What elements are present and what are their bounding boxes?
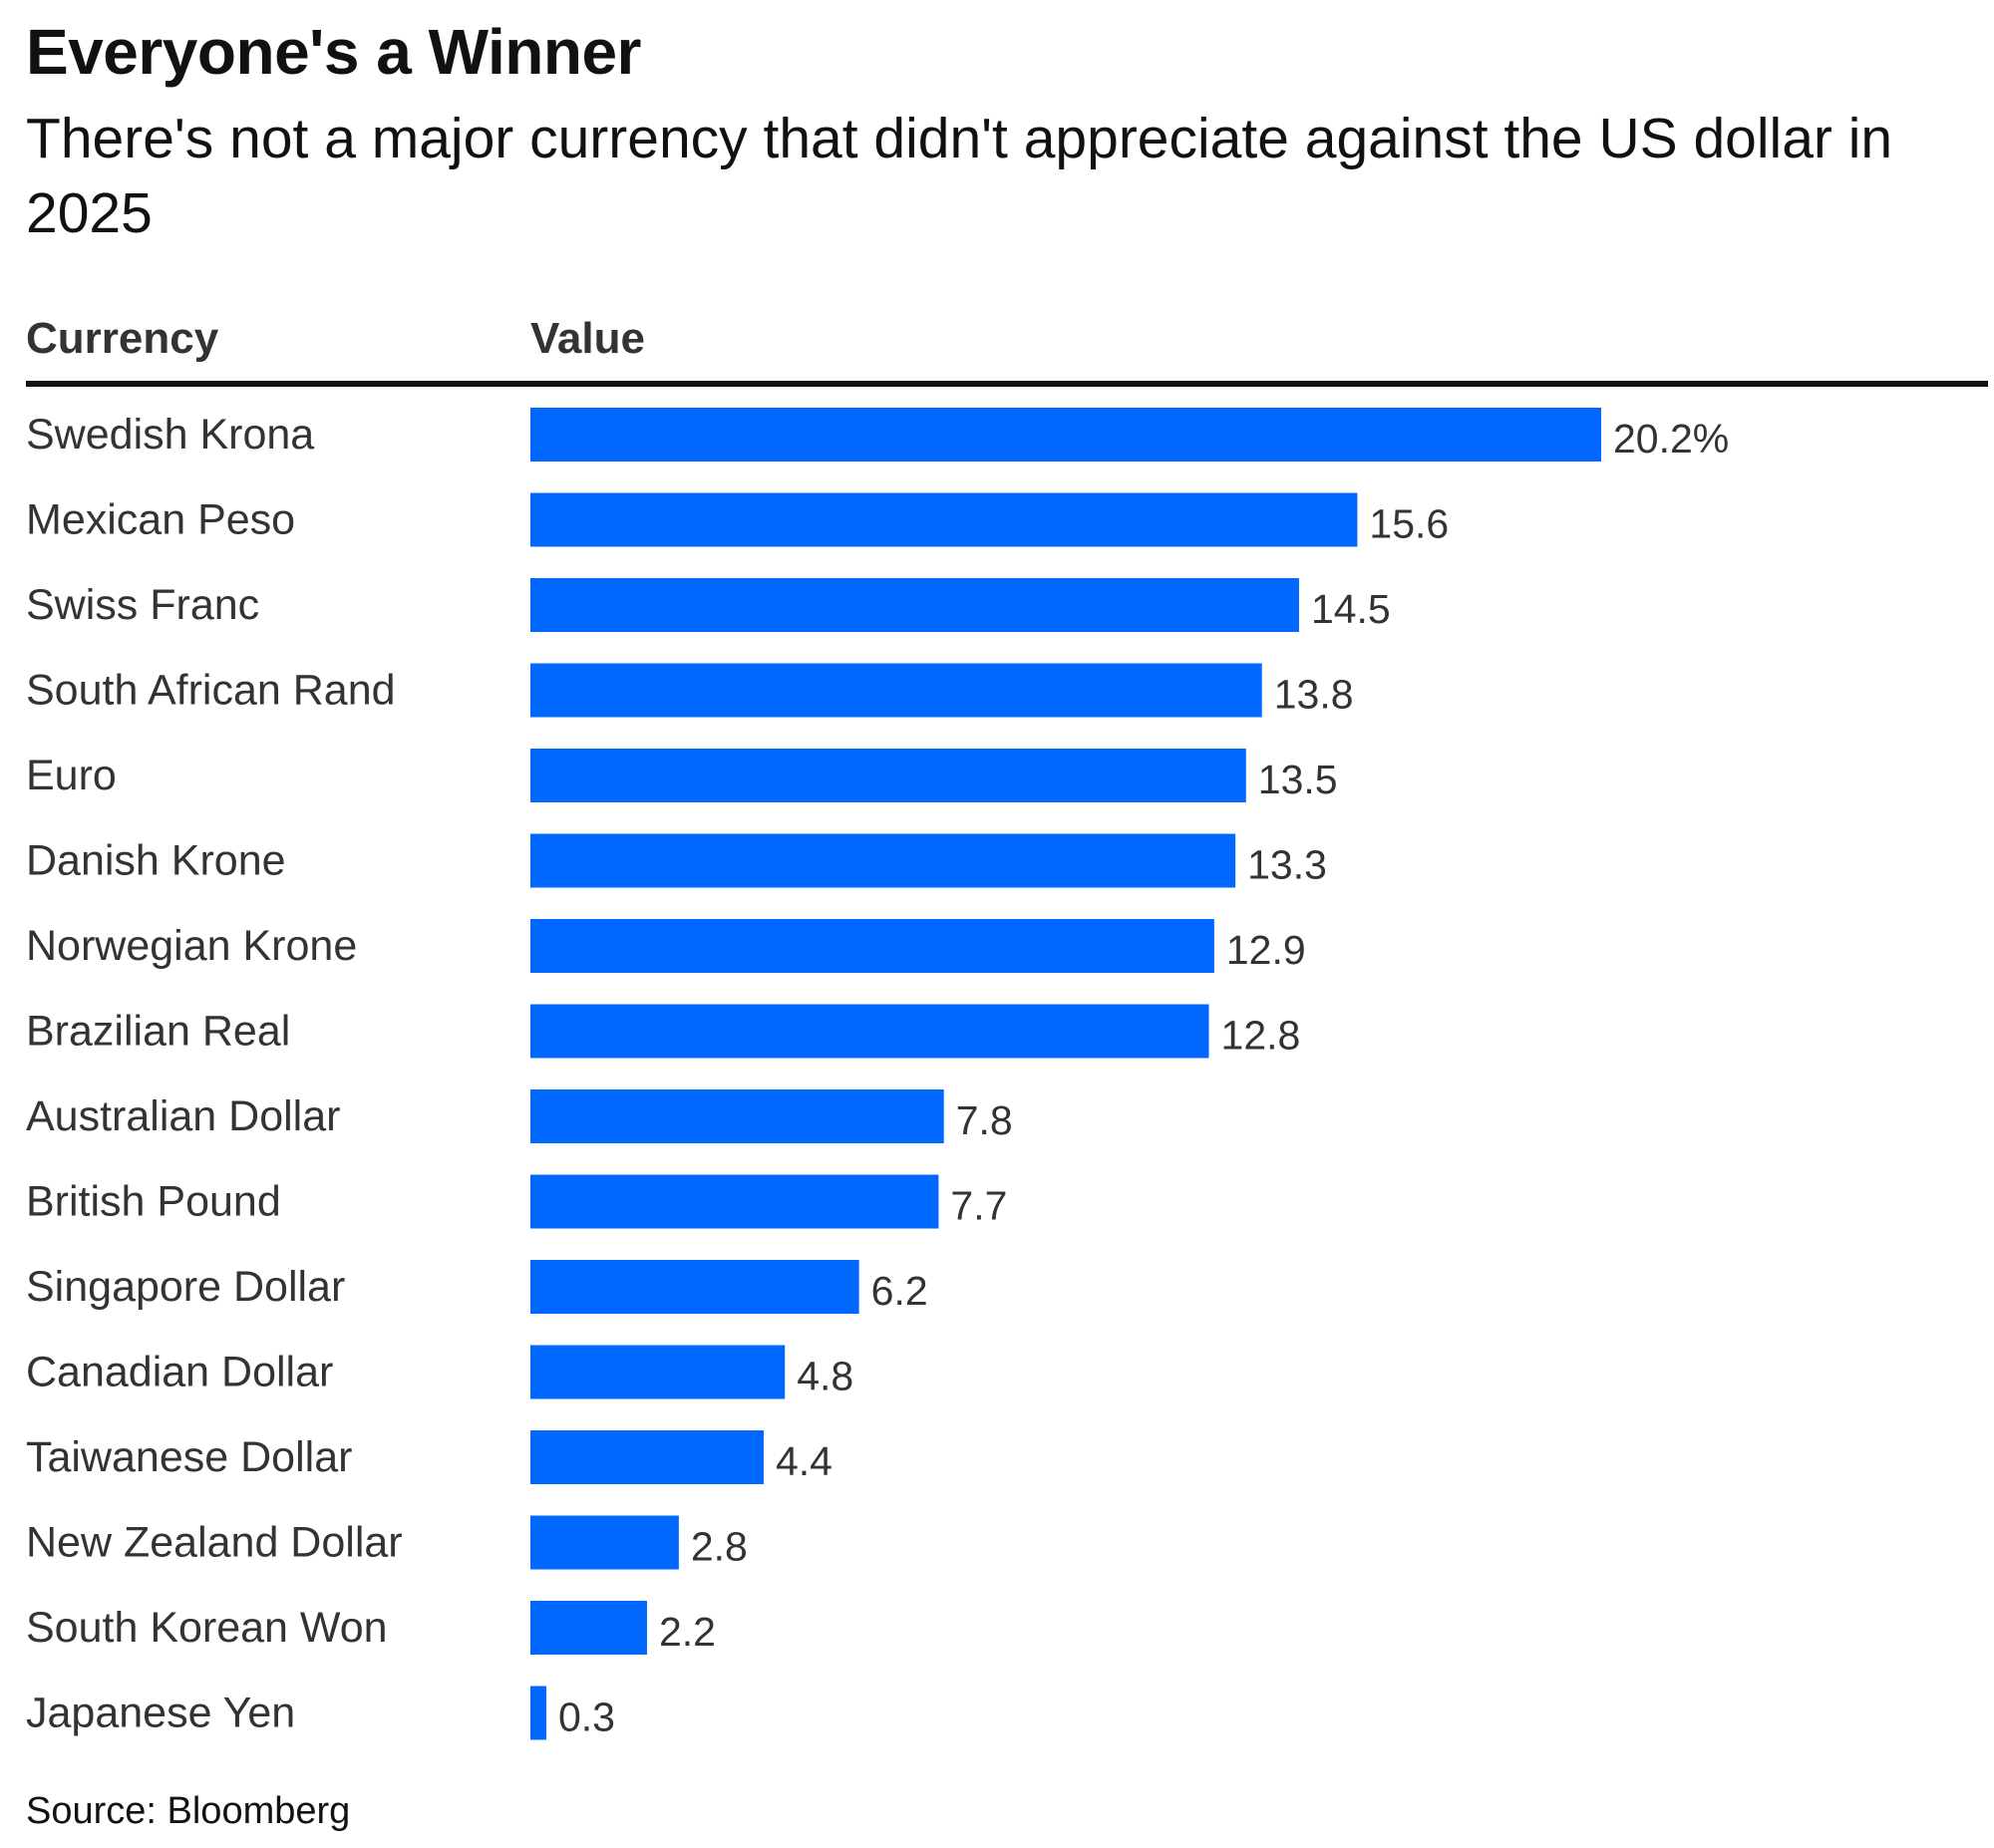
bar [530, 1686, 546, 1740]
value-label: 4.8 [797, 1354, 853, 1399]
column-header-value: Value [530, 314, 645, 363]
category-label: British Pound [26, 1178, 281, 1226]
value-label: 12.9 [1226, 927, 1306, 973]
bar [530, 919, 1214, 973]
value-label: 0.3 [558, 1694, 615, 1740]
category-label: Mexican Peso [26, 496, 295, 544]
category-label: Danish Krone [26, 837, 286, 885]
value-label: 15.6 [1369, 501, 1449, 547]
category-label: South African Rand [26, 667, 396, 715]
value-label: 4.4 [776, 1438, 832, 1484]
value-label: 13.3 [1247, 842, 1327, 888]
value-label: 13.8 [1274, 672, 1354, 718]
category-label: Brazilian Real [26, 1008, 290, 1056]
category-label: Australian Dollar [26, 1092, 340, 1140]
bar-chart: Swedish Krona 20.2% Mexican Peso 15.6 Swiss … [26, 408, 1729, 1740]
bar [530, 578, 1299, 632]
category-label: Euro [26, 752, 117, 799]
value-label: 7.7 [950, 1183, 1007, 1229]
category-label: Japanese Yen [26, 1690, 295, 1737]
bar [530, 1004, 1209, 1059]
category-label: Singapore Dollar [26, 1263, 345, 1311]
value-label: 20.2% [1613, 416, 1729, 462]
chart-title: Everyone's a Winner [26, 16, 641, 88]
bar [530, 492, 1358, 547]
source-note: Source: Bloomberg [26, 1790, 351, 1832]
bar [530, 1430, 764, 1484]
value-label: 2.8 [691, 1524, 748, 1570]
category-label: Swiss Franc [26, 581, 259, 629]
bar [530, 408, 1601, 462]
category-label: New Zealand Dollar [26, 1519, 403, 1567]
value-label: 12.8 [1221, 1013, 1301, 1059]
category-label: South Korean Won [26, 1604, 388, 1652]
category-label: Taiwanese Dollar [26, 1433, 352, 1481]
chart-subtitle: There's not a major currency that didn't… [26, 107, 1893, 245]
category-label: Canadian Dollar [26, 1349, 333, 1396]
value-label: 14.5 [1311, 586, 1391, 632]
value-label: 13.5 [1258, 757, 1338, 802]
bar [530, 1260, 859, 1314]
bar [530, 1601, 647, 1655]
bar [530, 1174, 939, 1229]
value-label: 7.8 [956, 1097, 1013, 1143]
category-label: Swedish Krona [26, 411, 314, 459]
header-rule [26, 381, 1988, 387]
value-label: 6.2 [871, 1268, 928, 1314]
column-header-currency: Currency [26, 314, 219, 363]
bar [530, 1345, 786, 1399]
bar [530, 749, 1246, 802]
bar [530, 1089, 944, 1143]
category-label: Norwegian Krone [26, 922, 357, 970]
value-label: 2.2 [659, 1609, 716, 1655]
bar [530, 833, 1236, 888]
bar [530, 663, 1262, 718]
bar [530, 1515, 679, 1570]
